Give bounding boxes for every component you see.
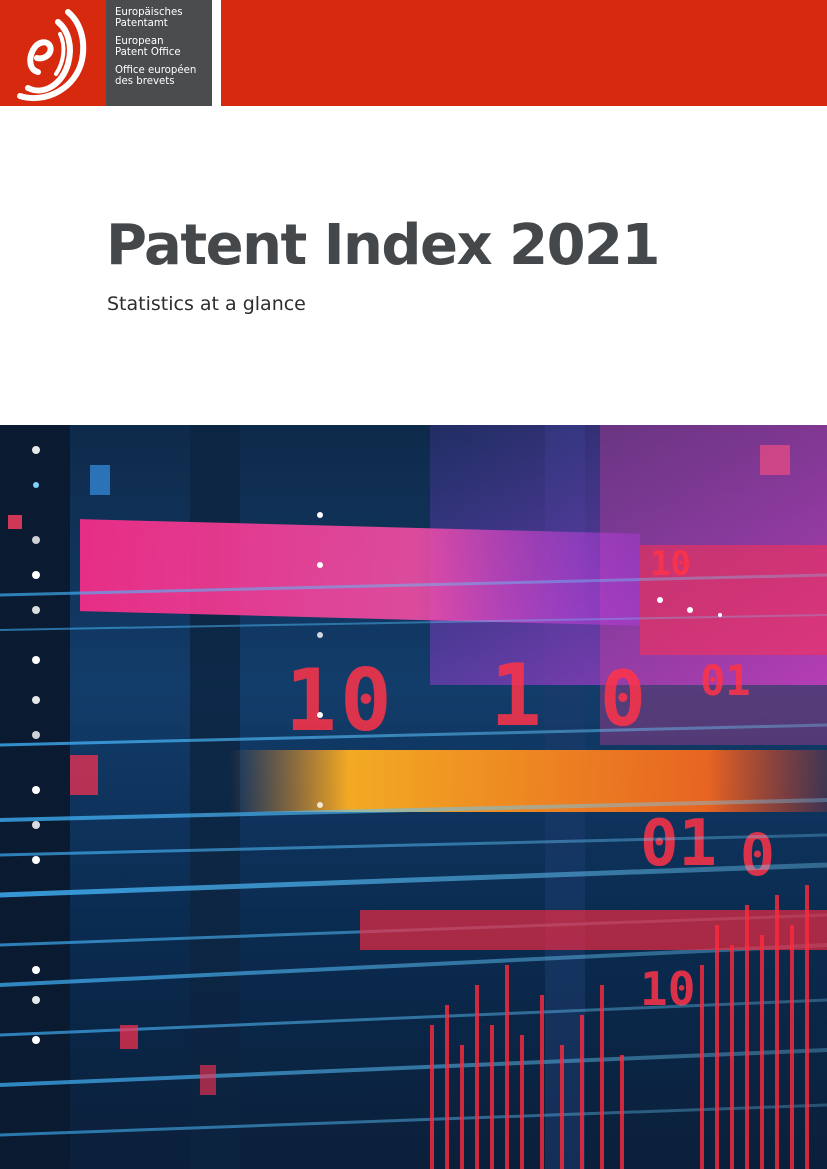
- logo-block: [0, 0, 106, 106]
- header-red-bar: [221, 0, 827, 106]
- svg-text:0: 0: [740, 821, 775, 889]
- svg-text:1: 1: [285, 651, 337, 751]
- organization-names: Europäisches Patentamt European Patent O…: [106, 0, 212, 106]
- page-header: Europäisches Patentamt European Patent O…: [0, 0, 827, 106]
- digital-data-streaks-image: 1 0 1 0 01 01 0 10 10: [0, 425, 827, 1169]
- page-title: Patent Index 2021: [106, 213, 660, 278]
- org-name-english: European Patent Office: [115, 35, 181, 59]
- svg-text:01: 01: [700, 656, 751, 705]
- svg-text:1: 1: [490, 646, 542, 746]
- cover-image: 1 0 1 0 01 01 0 10 10: [0, 425, 827, 1169]
- epo-logo-icon: [17, 9, 87, 102]
- page-subtitle: Statistics at a glance: [107, 293, 306, 315]
- org-name-french: Office européen des brevets: [115, 64, 197, 88]
- org-name-german: Europäisches Patentamt: [115, 7, 183, 30]
